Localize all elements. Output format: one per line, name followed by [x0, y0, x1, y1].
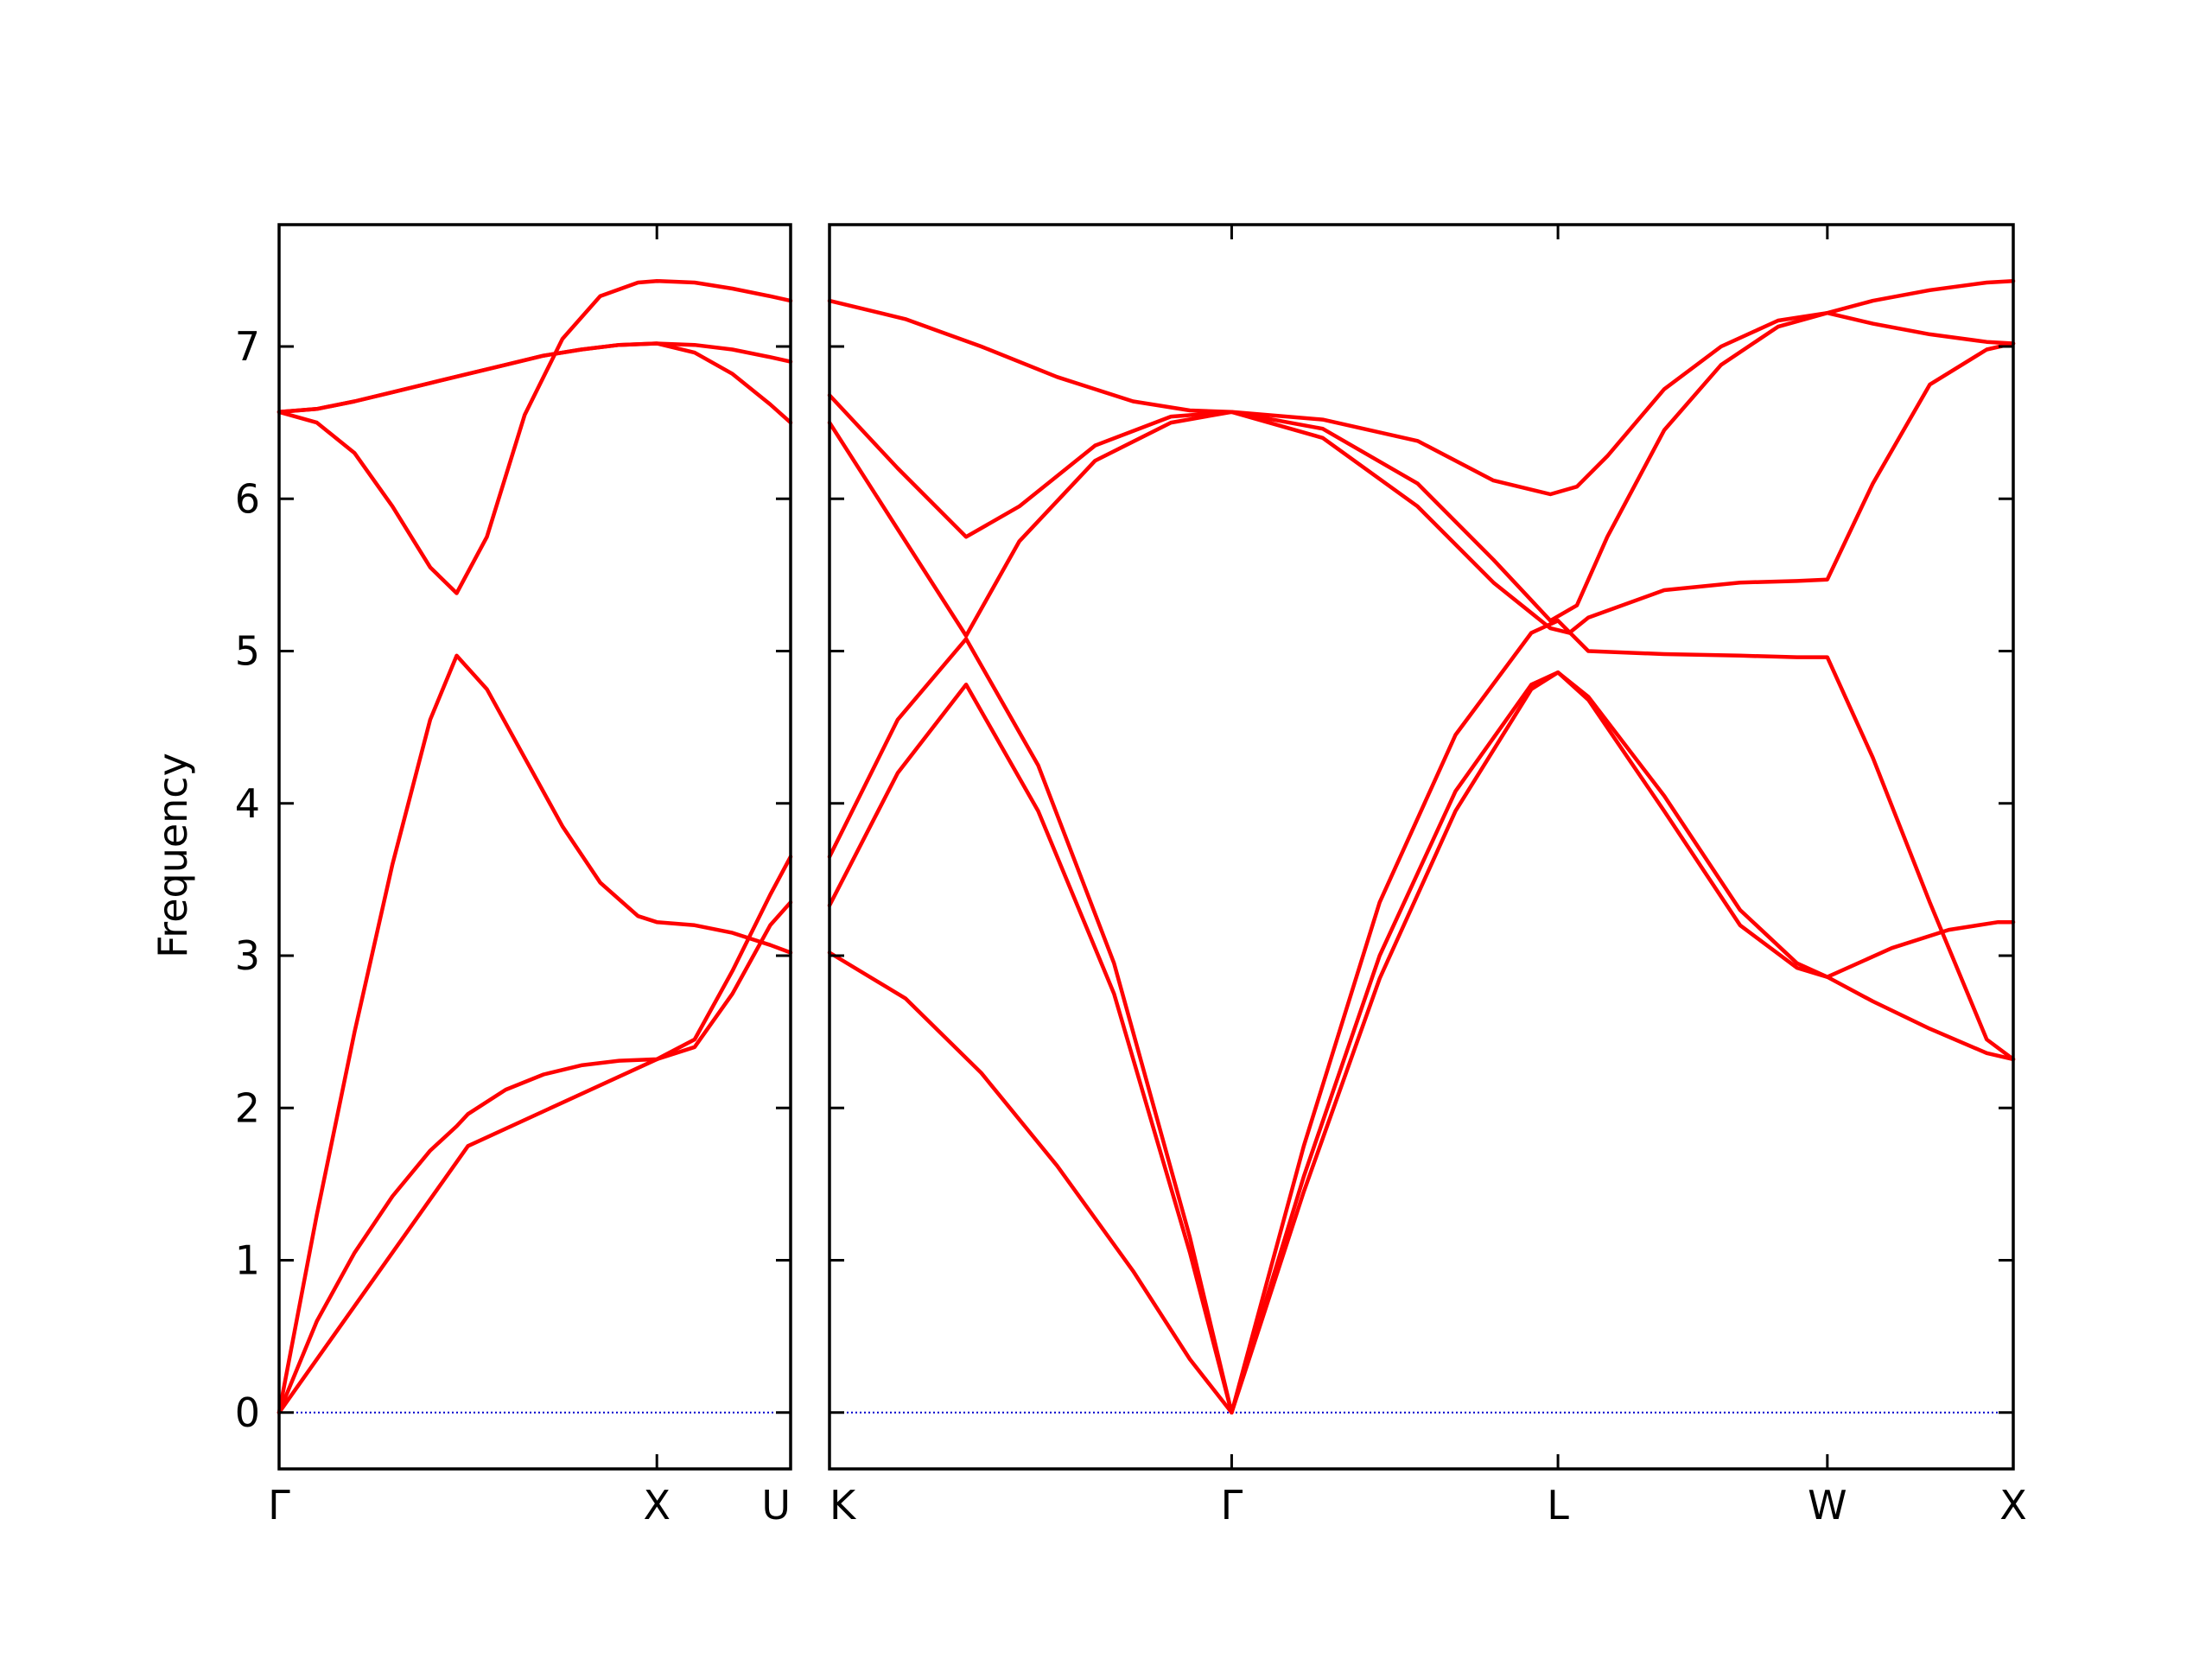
- plot-frame: [277, 223, 792, 1471]
- y-tick-label: 3: [235, 932, 260, 979]
- y-tick-label: 5: [235, 628, 260, 675]
- band-line-3: [276, 278, 793, 595]
- band-line-3: [827, 619, 2016, 1415]
- y-tick-label: 7: [235, 323, 260, 370]
- band-line-5: [276, 341, 793, 425]
- x-tick-label: Γ: [268, 1482, 290, 1529]
- x-tick-label: U: [761, 1482, 791, 1529]
- band-line-1: [827, 670, 2016, 1415]
- x-tick-label: W: [1808, 1482, 1847, 1529]
- band-line-1: [276, 900, 793, 1415]
- y-tick-label: 0: [235, 1389, 260, 1436]
- x-tick-label: Γ: [1221, 1482, 1243, 1529]
- y-tick-label: 2: [235, 1084, 260, 1131]
- y-tick-label: 1: [235, 1237, 260, 1284]
- x-tick-label: X: [1999, 1482, 2027, 1529]
- y-axis-label: Frequency: [149, 753, 196, 958]
- band-panel-gamma-x-u: 0 1 2 3 4 5 6 7 Γ X U: [235, 223, 793, 1529]
- band-line-6: [827, 278, 2016, 623]
- y-tick-label: 6: [235, 475, 260, 522]
- x-tick-label: X: [643, 1482, 671, 1529]
- x-tick-label: K: [830, 1482, 857, 1529]
- x-tick-label: L: [1547, 1482, 1569, 1529]
- band-line-2: [827, 670, 2016, 1415]
- y-tick-label: 4: [235, 780, 260, 827]
- band-line-2: [276, 653, 793, 1415]
- band-line-5: [827, 310, 2016, 539]
- plot-frame: [828, 223, 2015, 1471]
- band-line-6: [276, 855, 793, 1415]
- band-line-4: [827, 341, 2016, 639]
